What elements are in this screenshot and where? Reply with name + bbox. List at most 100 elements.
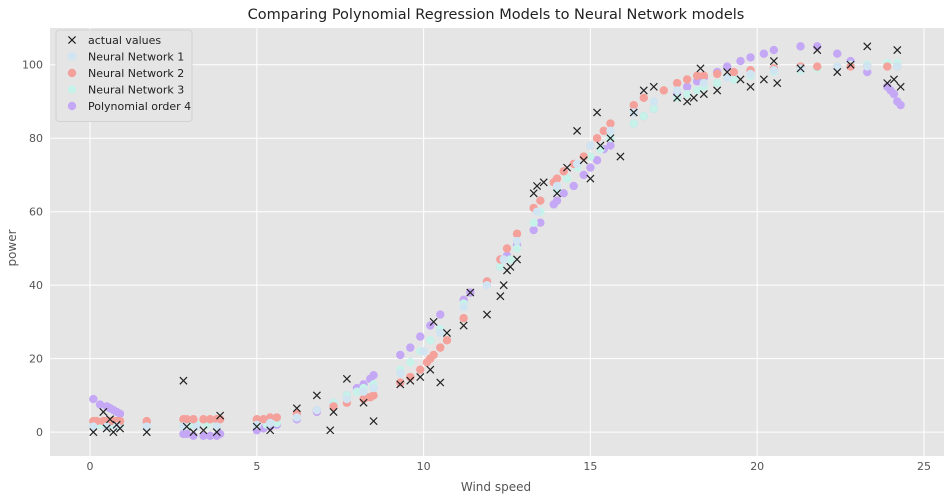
- data-point: [729, 67, 739, 77]
- data-point: [369, 383, 378, 393]
- data-point-marker: [579, 156, 588, 165]
- data-point: [272, 413, 282, 422]
- data-point: [512, 244, 522, 253]
- data-point: [496, 262, 505, 271]
- data-point-marker: [416, 372, 425, 382]
- legend-label: actual values: [88, 34, 161, 47]
- x-tick-label: 25: [917, 460, 931, 473]
- data-point: [482, 280, 492, 290]
- data-point: [102, 422, 111, 431]
- data-point: [649, 104, 658, 114]
- data-point: [579, 170, 588, 180]
- data-point-marker: [482, 310, 492, 319]
- data-point: [252, 420, 262, 429]
- data-point-marker: [459, 321, 468, 330]
- data-point-marker: [759, 75, 768, 84]
- data-point: [606, 119, 615, 128]
- data-point: [426, 336, 435, 345]
- data-point: [436, 310, 445, 319]
- data-point-marker: [813, 46, 822, 55]
- data-point: [863, 62, 872, 71]
- data-point: [396, 350, 405, 360]
- data-point: [459, 314, 468, 323]
- data-point: [599, 126, 608, 136]
- data-point-marker: [553, 189, 562, 198]
- data-point: [682, 89, 692, 99]
- data-point: [692, 71, 702, 80]
- data-point: [606, 126, 615, 136]
- data-point: [406, 358, 415, 367]
- data-point: [502, 244, 512, 253]
- data-point: [352, 387, 362, 396]
- data-point: [883, 62, 892, 71]
- data-point: [606, 141, 615, 150]
- data-point: [436, 328, 445, 338]
- data-point-marker: [883, 79, 892, 88]
- data-point: [192, 422, 201, 431]
- data-point-marker: [673, 93, 682, 102]
- data-point: [416, 365, 425, 374]
- legend-marker: [67, 68, 77, 78]
- y-tick-label: 100: [22, 59, 43, 72]
- data-point-marker: [769, 57, 778, 66]
- data-point-marker: [266, 426, 275, 435]
- data-point: [406, 343, 415, 352]
- data-point-marker: [616, 152, 625, 161]
- data-point: [329, 402, 338, 411]
- data-point: [416, 332, 425, 341]
- data-point: [692, 86, 702, 95]
- legend-marker: [67, 101, 77, 111]
- data-point: [179, 422, 188, 431]
- data-point: [722, 73, 732, 82]
- legend-label: Polynomial order 4: [88, 100, 191, 113]
- data-point-marker: [369, 417, 378, 426]
- tick-labels: 0 5 10 15 20 25 0 20 40 60 80 100: [22, 59, 931, 473]
- data-point: [889, 89, 899, 99]
- x-tick-label: 20: [750, 460, 764, 473]
- data-point: [629, 100, 638, 110]
- data-point-marker: [359, 398, 368, 407]
- data-point: [569, 181, 578, 191]
- data-point: [442, 336, 452, 345]
- data-point: [833, 49, 842, 58]
- data-point-marker: [442, 328, 451, 337]
- data-point-marker: [252, 422, 261, 431]
- data-point-marker: [683, 97, 692, 106]
- data-point-marker: [102, 424, 111, 433]
- data-point-marker: [512, 255, 522, 264]
- data-point: [746, 69, 755, 79]
- data-point-marker: [436, 378, 445, 387]
- plot-area: [50, 28, 944, 456]
- data-point-marker: [629, 108, 638, 117]
- grid: [50, 28, 944, 456]
- data-point-marker: [506, 262, 515, 271]
- data-point-marker: [896, 82, 905, 91]
- data-point-marker: [736, 75, 745, 84]
- data-point: [672, 86, 682, 95]
- data-point: [112, 422, 121, 431]
- data-point: [893, 62, 902, 71]
- data-point: [205, 431, 215, 440]
- data-point: [559, 189, 568, 198]
- data-point-marker: [396, 380, 405, 389]
- data-point-marker: [689, 93, 698, 102]
- data-point: [552, 174, 562, 183]
- data-point: [459, 303, 468, 312]
- data-point-marker: [116, 424, 125, 433]
- data-point-marker: [406, 376, 415, 385]
- data-point: [89, 394, 98, 404]
- data-point-marker: [106, 415, 115, 424]
- data-point-marker: [699, 90, 708, 99]
- data-point-marker: [796, 64, 805, 73]
- data-point: [722, 62, 732, 71]
- data-point: [182, 415, 191, 424]
- data-point: [429, 350, 438, 360]
- data-point: [736, 56, 745, 66]
- data-point: [396, 378, 405, 387]
- legend-label: Neural Network 3: [88, 84, 184, 97]
- data-point: [746, 53, 755, 62]
- y-axis-label: power: [5, 229, 19, 266]
- data-point: [639, 93, 648, 103]
- data-point: [712, 78, 722, 88]
- data-point-marker: [189, 428, 198, 437]
